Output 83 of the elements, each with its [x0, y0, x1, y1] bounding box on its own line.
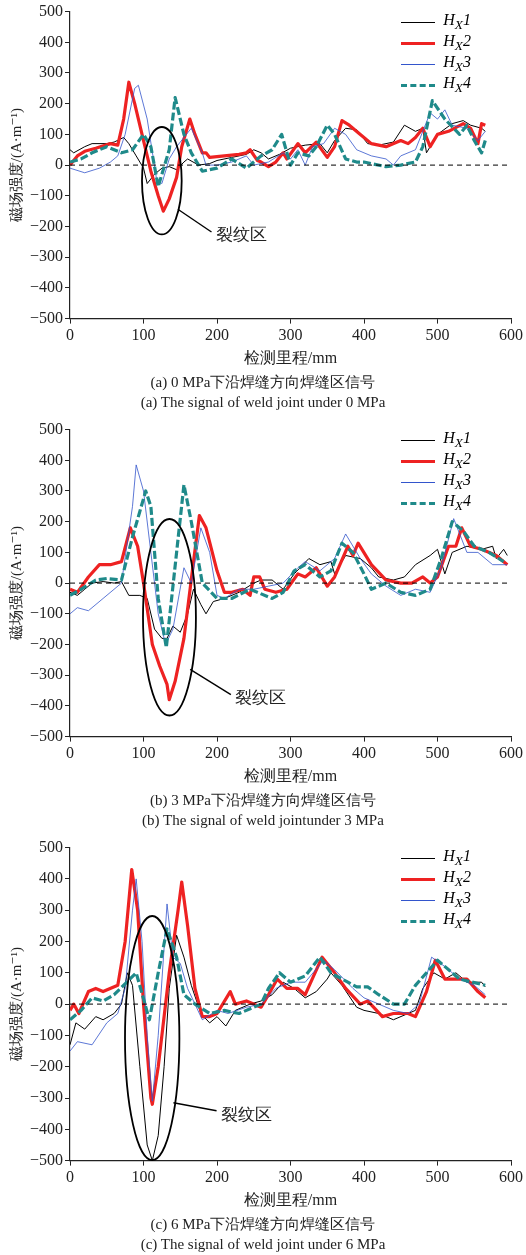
x-tick-label: 0: [66, 744, 75, 762]
y-axis-title: 磁场强度/(A·m⁻¹): [7, 947, 25, 1063]
y-tick-label: −400: [29, 696, 64, 714]
text: (a) 0 MPa下沿焊缝方向焊缝区信号: [149, 373, 377, 392]
annotation: 裂纹区: [215, 225, 267, 245]
x-tick-label: 300: [278, 744, 303, 762]
line-series: [70, 95, 487, 189]
y-tick-label: −500: [29, 726, 64, 744]
y-tick-label: 500: [39, 1, 64, 19]
legend-label: H$_{X}$4: [443, 492, 471, 515]
x-tick-label: 600: [499, 744, 523, 762]
legend-label: H$_{X}$4: [443, 910, 471, 933]
legend-label: H$_{X}$1: [443, 429, 471, 452]
x-tick-label: 0: [66, 326, 75, 344]
text: (b) 3 MPa下沿焊缝方向焊缝区信号: [149, 791, 377, 810]
legend-label: H$_{X}$1: [443, 11, 471, 34]
y-tick-label: 500: [39, 837, 64, 855]
x-tick-label: 600: [499, 326, 523, 344]
x-tick-label: 300: [278, 1168, 303, 1186]
y-tick-label: 400: [39, 869, 64, 887]
line-series: [70, 927, 487, 1022]
y-tick-label: 200: [39, 93, 64, 111]
x-tick-label: 400: [352, 1168, 377, 1186]
y-tick-label: 300: [39, 63, 64, 81]
text: (a) The signal of weld joint under 0 MPa: [139, 393, 387, 412]
x-tick-label: 200: [205, 326, 230, 344]
y-axis-title: 磁场强度/(A·m⁻¹): [7, 526, 25, 642]
x-tick-label: 200: [205, 1168, 230, 1186]
annotation: 裂纹区: [234, 687, 286, 707]
text: (c) 6 MPa下沿焊缝方向焊缝区信号: [149, 1215, 377, 1234]
y-tick-label: −200: [29, 1056, 64, 1074]
annotation: 裂纹区: [220, 1104, 272, 1124]
y-tick-label: −500: [29, 308, 64, 326]
y-tick-label: −300: [29, 665, 64, 683]
x-tick-label: 200: [205, 744, 230, 762]
y-tick-label: −200: [29, 634, 64, 652]
text: (c) The signal of weld joint under 6 MPa: [139, 1235, 387, 1254]
y-tick-label: 400: [39, 32, 64, 50]
x-tick-label: 500: [425, 744, 450, 762]
x-axis-title: 检测里程/mm: [243, 1190, 338, 1208]
y-tick-label: 400: [39, 450, 64, 468]
x-tick-label: 500: [425, 326, 450, 344]
x-tick-label: 400: [352, 744, 377, 762]
y-tick-label: −100: [29, 604, 64, 621]
y-tick-label: 200: [39, 931, 64, 949]
x-tick-label: 0: [66, 1168, 75, 1186]
y-tick-label: 300: [39, 900, 64, 918]
y-tick-label: 500: [39, 419, 64, 437]
x-tick-label: 300: [278, 326, 303, 344]
x-tick-label: 600: [499, 1168, 523, 1186]
x-tick-label: 100: [131, 326, 156, 344]
y-tick-label: 100: [39, 963, 64, 980]
y-tick-label: −500: [29, 1150, 64, 1168]
legend-label: H$_{X}$4: [443, 74, 471, 97]
legend-label: H$_{X}$2: [443, 868, 471, 891]
x-tick-label: 500: [425, 1168, 450, 1186]
x-tick-label: 100: [131, 1168, 156, 1186]
y-tick-label: 0: [55, 994, 64, 1012]
y-tick-label: 100: [39, 542, 64, 560]
y-tick-label: −400: [29, 1119, 64, 1137]
y-tick-label: −300: [29, 1088, 64, 1106]
legend-label: H$_{X}$2: [443, 450, 471, 473]
y-tick-label: −400: [29, 278, 64, 296]
y-tick-label: 100: [39, 124, 64, 142]
x-tick-label: 400: [352, 326, 377, 344]
x-axis-title: 检测里程/mm: [243, 766, 338, 784]
legend-label: H$_{X}$3: [443, 889, 471, 912]
y-tick-label: −100: [29, 1025, 64, 1043]
text: (b) The signal of weld jointunder 3 MPa: [141, 811, 385, 830]
y-tick-label: 200: [39, 511, 64, 529]
legend-label: H$_{X}$3: [443, 471, 471, 494]
legend-label: H$_{X}$3: [443, 53, 471, 76]
y-tick-label: −100: [29, 186, 64, 203]
y-tick-label: 300: [39, 481, 64, 499]
y-tick-label: −200: [29, 216, 64, 234]
y-tick-label: −300: [29, 247, 64, 265]
legend-label: H$_{X}$2: [443, 32, 471, 55]
y-axis-title: 磁场强度/(A·m⁻¹): [7, 108, 25, 224]
x-axis-title: 检测里程/mm: [243, 348, 338, 366]
y-tick-label: 0: [55, 573, 64, 591]
y-tick-label: 0: [55, 155, 64, 173]
legend-label: H$_{X}$1: [443, 847, 471, 870]
x-tick-label: 100: [131, 744, 156, 762]
